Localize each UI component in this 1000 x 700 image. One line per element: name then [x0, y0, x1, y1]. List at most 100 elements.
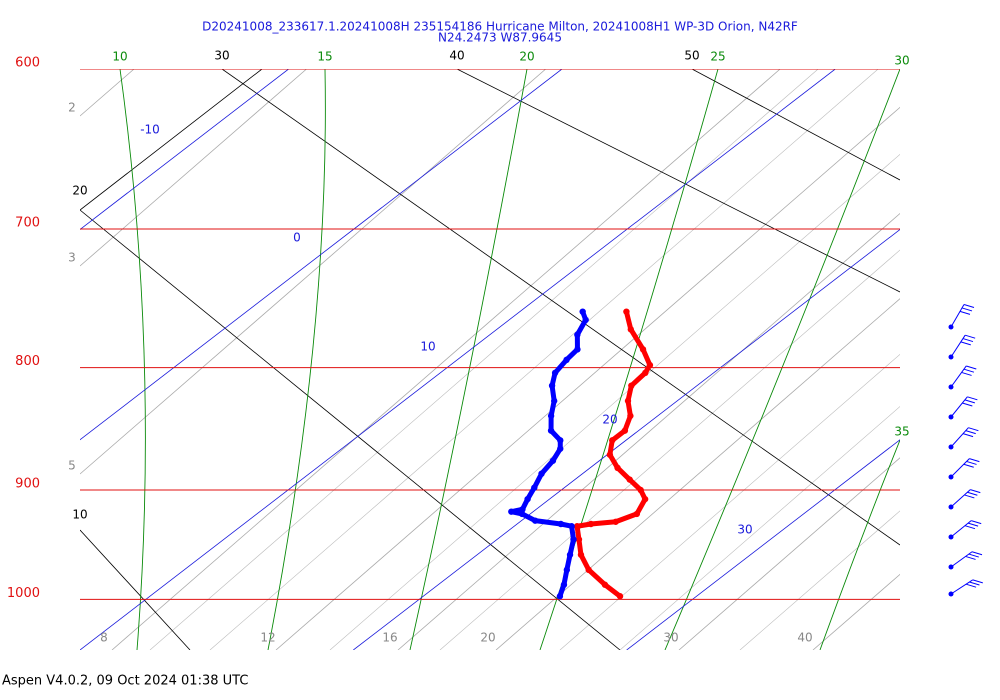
- barb-base: [948, 444, 954, 450]
- barb-feather: [960, 341, 971, 346]
- mixing-ratio-line: [209, 69, 879, 650]
- barb-feather: [962, 433, 974, 438]
- pressure-label: 1000: [7, 586, 40, 601]
- profile-point: [616, 593, 624, 600]
- mixing-ratio-label: 8: [100, 631, 108, 645]
- profile-point: [560, 581, 568, 588]
- dry-adiabat: [80, 209, 621, 650]
- mixing-ratio-label: 2: [68, 101, 76, 115]
- moist-adiabat-label: 30: [894, 54, 909, 68]
- chart-subtitle: N24.2473 W87.9645: [438, 31, 562, 45]
- barb-base: [948, 474, 954, 480]
- profile-point: [547, 427, 555, 434]
- profile-point: [557, 445, 564, 452]
- profile-point: [548, 382, 556, 389]
- barb-staff: [950, 551, 973, 568]
- profile-point: [538, 470, 545, 477]
- profile-point: [612, 518, 619, 525]
- barb-feather: [965, 334, 976, 339]
- profile-point: [549, 457, 557, 464]
- barb-staff: [950, 520, 972, 538]
- isotherm-label: 20: [602, 413, 617, 427]
- dry-adiabat: [456, 69, 900, 293]
- mixing-ratio-label: 40: [797, 631, 812, 645]
- pressure-label: 800: [15, 354, 40, 369]
- barb-staff: [950, 365, 967, 388]
- profile-point: [637, 486, 644, 494]
- dry-adiabat: [221, 69, 900, 546]
- dry-adiabat: [80, 529, 191, 650]
- barb-feather: [969, 581, 980, 586]
- profile-point: [627, 326, 634, 333]
- profile-point: [519, 506, 526, 513]
- profile-point: [628, 382, 635, 389]
- barb-feather: [967, 522, 979, 527]
- profile-point: [563, 566, 571, 574]
- isotherm-label: 10: [420, 340, 435, 354]
- profile-point: [568, 523, 575, 530]
- profile-point: [646, 361, 654, 369]
- profile-point: [587, 520, 595, 528]
- profile-point: [550, 397, 558, 405]
- barb-feather: [964, 525, 976, 530]
- profile-point: [575, 536, 583, 543]
- mixing-ratio-line: [149, 69, 819, 650]
- barb-base: [948, 504, 954, 510]
- footer: Aspen V4.0.2, 09 Oct 2024 01:38 UTC: [2, 674, 248, 689]
- profile-point: [601, 581, 609, 588]
- mixing-ratio-line: [111, 69, 781, 650]
- isotherm-label: 0: [293, 231, 301, 245]
- dry-adiabat: [80, 69, 263, 211]
- profile-point: [623, 308, 630, 315]
- isotherm: [353, 228, 900, 650]
- profile-point: [606, 451, 614, 458]
- barb-feather: [962, 402, 973, 407]
- barb-feather: [962, 338, 974, 343]
- barb-feather: [970, 489, 981, 494]
- dry-adiabat-label: 50: [684, 49, 699, 63]
- profile-point: [573, 523, 581, 530]
- barb-base: [948, 534, 954, 540]
- isotherm-label: -10: [140, 123, 160, 137]
- profile-point: [531, 484, 538, 491]
- barb-feather: [968, 553, 979, 558]
- profile-point: [524, 495, 531, 503]
- profile-point: [621, 427, 629, 434]
- mixing-ratio-line: [329, 153, 900, 650]
- profile-point: [574, 346, 581, 353]
- chart-title: D20241008_233617.1.20241008H 235154186 H…: [202, 20, 798, 34]
- barb-feather: [963, 463, 974, 468]
- mixing-ratio-line: [439, 249, 900, 650]
- mixing-ratio-line: [559, 353, 900, 650]
- mixing-ratio-line: [80, 69, 135, 117]
- profile-point: [563, 356, 570, 364]
- profile-point: [574, 331, 581, 338]
- pressure-label: 600: [15, 56, 40, 71]
- profile-point: [557, 437, 564, 444]
- dry-adiabat-label: 10: [72, 508, 87, 522]
- barb-staff: [950, 579, 974, 595]
- profile-point: [641, 495, 649, 503]
- barb-feather: [967, 396, 978, 401]
- mixing-ratio-label: 20: [480, 631, 495, 645]
- moist-adiabat: [267, 69, 326, 650]
- moist-adiabat: [409, 69, 528, 650]
- profile-point: [551, 369, 559, 377]
- mixing-ratio-line: [80, 69, 547, 475]
- barb-base: [948, 354, 954, 360]
- mixing-ratio-label: 16: [382, 631, 397, 645]
- barb-feather: [966, 460, 977, 465]
- mixing-ratio-line: [739, 510, 900, 650]
- barb-feather: [964, 399, 975, 404]
- barb-staff: [950, 458, 970, 478]
- isotherm-label: 30: [737, 523, 752, 537]
- profile-point: [547, 412, 555, 420]
- barb-feather: [965, 430, 976, 435]
- profile-point: [585, 566, 592, 574]
- profile-point: [508, 508, 515, 515]
- profile-point: [556, 593, 564, 600]
- dry-adiabat-label: 30: [214, 49, 229, 63]
- profile-point: [566, 551, 574, 558]
- mixing-ratio-label: 12: [260, 631, 275, 645]
